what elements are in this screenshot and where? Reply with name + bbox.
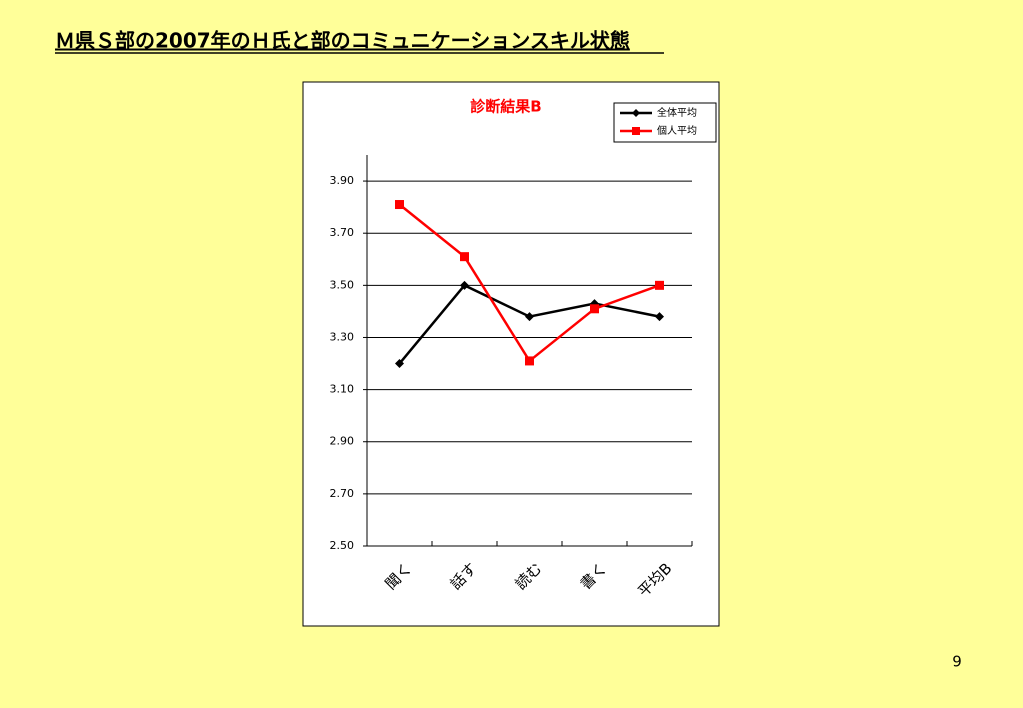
y-tick-label: 3.30 — [330, 330, 355, 343]
legend-marker — [632, 127, 640, 135]
y-tick-label: 3.10 — [330, 383, 355, 396]
y-tick-label: 3.70 — [330, 226, 355, 239]
point — [460, 252, 469, 262]
point — [460, 280, 469, 290]
legend-marker — [632, 109, 640, 117]
chart-area — [302, 81, 720, 627]
y-tick-label: 2.50 — [330, 539, 355, 552]
point — [395, 200, 404, 210]
page-number: 9 — [952, 653, 962, 671]
point — [525, 356, 534, 366]
y-tick-label: 3.50 — [330, 278, 355, 291]
y-tick-label: 2.70 — [330, 487, 355, 500]
point — [655, 312, 664, 322]
y-tick-label: 3.90 — [330, 174, 355, 187]
slide-title: Ｍ県Ｓ部の2007年のＨ氏と部のコミュニケーションスキル状態 — [55, 29, 630, 53]
legend — [613, 102, 717, 143]
legend-label: 全体平均 — [657, 106, 697, 119]
y-tick-label: 2.90 — [330, 435, 355, 448]
point — [525, 312, 534, 322]
point — [395, 359, 404, 369]
point — [655, 280, 664, 290]
chart-title: 診断結果B — [470, 98, 541, 116]
legend-label: 個人平均 — [657, 124, 697, 137]
point — [590, 304, 599, 314]
